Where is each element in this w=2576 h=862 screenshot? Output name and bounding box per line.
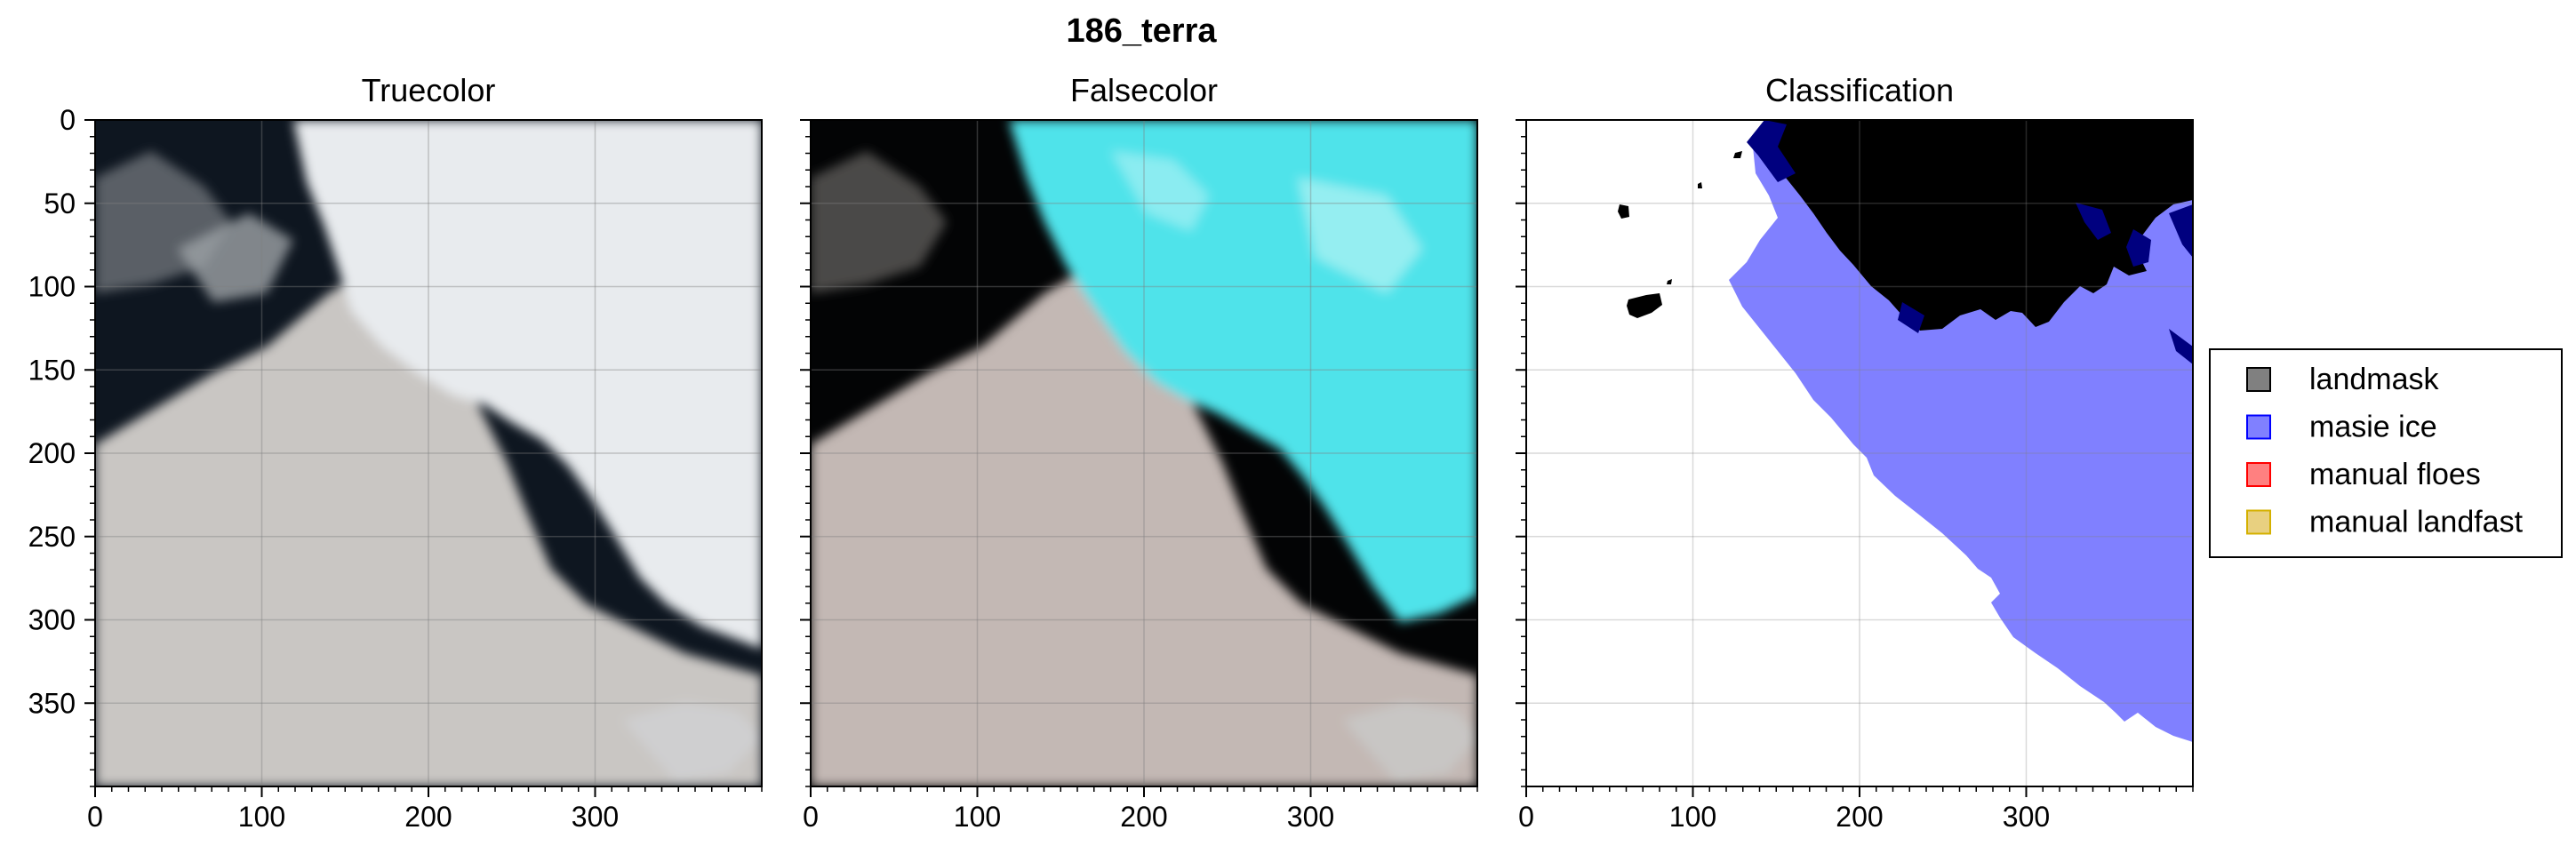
panel-truecolor: Truecolor 0 [28, 72, 763, 833]
x-tick-label: 300 [2003, 801, 2050, 833]
x-tick-label: 200 [404, 801, 452, 833]
x-tick-label: 300 [572, 801, 619, 833]
x-tick-label: 0 [87, 801, 103, 833]
x-tick-label: 100 [1669, 801, 1716, 833]
legend-label: landmask [2309, 363, 2440, 396]
x-tick-label: 0 [1518, 801, 1534, 833]
panel-title: Truecolor [362, 72, 496, 108]
figure-title: 186_terra [1066, 12, 1217, 50]
legend: landmask masie ice manual floes manual land… [2209, 348, 2563, 558]
y-tick-label: 150 [28, 354, 76, 386]
x-tick-label: 200 [1836, 801, 1883, 833]
y-tick-label: 50 [44, 188, 76, 219]
grid [95, 120, 762, 786]
y-tick-label: 0 [60, 104, 76, 136]
landmask-region [1764, 120, 2193, 331]
grid [811, 120, 1477, 786]
y-tick-label: 350 [28, 687, 76, 719]
x-tick-label: 0 [803, 801, 819, 833]
truecolor-image [95, 120, 762, 786]
overlap-region [1747, 120, 2193, 364]
legend-label: manual landfast [2309, 506, 2524, 539]
panel-classification: Classification [1516, 72, 2194, 833]
falsecolor-image [811, 120, 1477, 786]
landmask-islands [1618, 151, 1742, 318]
classification-image [1526, 120, 2193, 786]
panel-title: Classification [1765, 72, 1954, 108]
y-tick-label: 200 [28, 437, 76, 469]
x-tick-label: 100 [238, 801, 285, 833]
legend-label: masie ice [2309, 411, 2437, 444]
legend-swatch [2246, 509, 2271, 535]
x-tick-label: 200 [1120, 801, 1167, 833]
panel-falsecolor: Falsecolor [800, 72, 1478, 833]
panel-title: Falsecolor [1070, 72, 1218, 108]
legend-swatch [2246, 462, 2271, 487]
y-tick-label: 300 [28, 604, 76, 636]
y-tick-label: 100 [28, 271, 76, 303]
y-tick-label: 250 [28, 521, 76, 553]
legend-swatch [2246, 414, 2271, 440]
x-tick-label: 300 [1287, 801, 1334, 833]
legend-label: manual floes [2309, 458, 2481, 491]
x-tick-label: 100 [954, 801, 1001, 833]
grid [1526, 120, 2193, 786]
legend-swatch [2246, 367, 2271, 392]
